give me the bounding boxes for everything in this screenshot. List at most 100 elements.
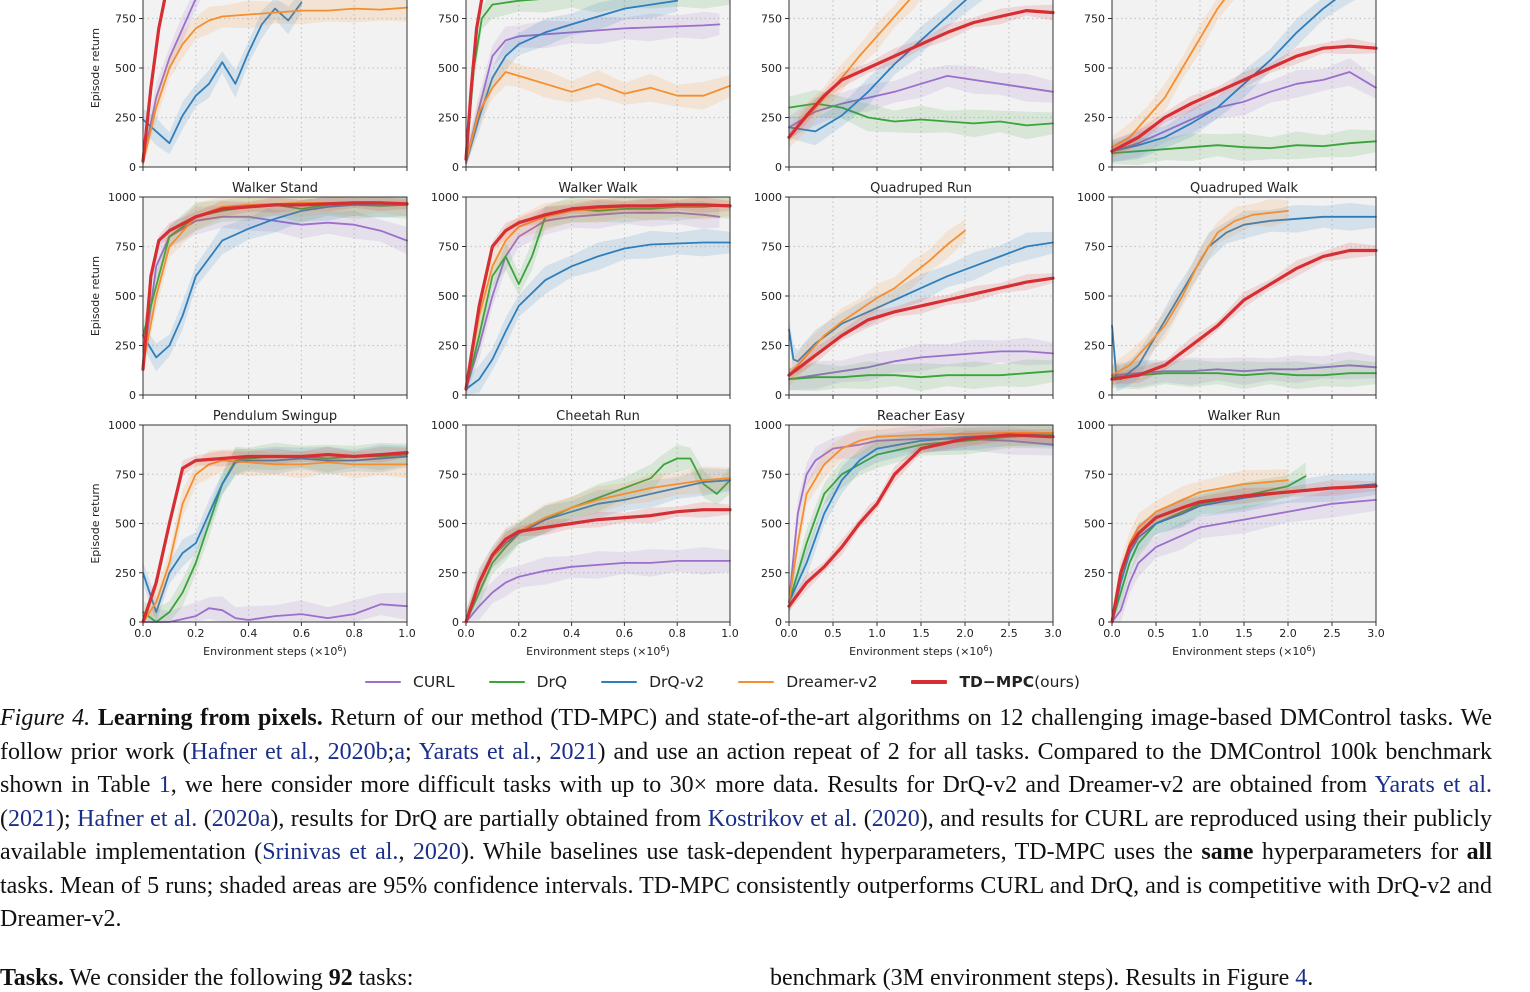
x-tick-label: 0.6 xyxy=(616,627,634,640)
x-tick-label: 2.0 xyxy=(956,627,974,640)
legend-label-drq: DrQ xyxy=(536,673,568,691)
confidence-band-drq-v2 xyxy=(466,0,678,167)
citation-link[interactable]: Yarats et al. xyxy=(1374,772,1493,798)
y-tick-label: 0 xyxy=(129,161,136,174)
x-tick-label: 0.5 xyxy=(824,627,842,640)
confidence-band-curl xyxy=(1112,351,1376,388)
legend-swatch-td-mpc xyxy=(911,680,948,684)
y-tick-label: 0 xyxy=(1098,616,1105,629)
citation-link[interactable]: 2020 xyxy=(412,839,461,865)
citation-link[interactable]: Yarats et al. xyxy=(418,738,536,765)
right-column-text: benchmark (3M environment steps). Result… xyxy=(770,965,1313,992)
citation-link[interactable]: 2021 xyxy=(8,805,56,832)
chart-title: Quadruped Walk xyxy=(1190,181,1299,196)
confidence-band-curl xyxy=(143,202,407,377)
x-tick-label: 0.8 xyxy=(345,627,363,640)
caption-emphasis: same xyxy=(1201,839,1254,865)
series-line-dreamer-v2 xyxy=(142,459,408,623)
caption-text: ); xyxy=(56,805,78,832)
plot-frame xyxy=(142,0,408,168)
figure-ref-link[interactable]: 4 xyxy=(1295,965,1308,991)
confidence-band-drq-v2 xyxy=(143,444,407,622)
confidence-band-drq xyxy=(466,197,730,395)
confidence-band-curl xyxy=(789,425,1053,614)
task-count: 92 xyxy=(328,965,353,991)
legend-label-curl: CURL xyxy=(413,673,455,691)
y-axis-label: Episode return xyxy=(89,256,102,336)
x-tick-label: 1.5 xyxy=(1235,627,1253,640)
citation-link[interactable]: Srinivas et al. xyxy=(262,839,399,865)
x-tick-label: 0.0 xyxy=(1103,627,1121,640)
caption-text: ) and use an action repeat of 2 for all … xyxy=(0,738,1493,799)
citation-link[interactable]: 2020 xyxy=(871,805,920,832)
confidence-band-dreamer-v2 xyxy=(789,219,965,387)
y-tick-label: 250 xyxy=(1084,340,1105,353)
x-axis-label: Environment steps (×106) xyxy=(849,644,993,658)
citation-link[interactable]: a xyxy=(394,738,405,765)
y-tick-label: 750 xyxy=(761,241,782,254)
confidence-band-drq-v2 xyxy=(789,425,1053,614)
confidence-band-td-mpc xyxy=(789,273,1053,381)
confidence-band-drq xyxy=(1112,359,1376,390)
series-line-td-mpc xyxy=(1110,484,1378,624)
confidence-band-drq-v2 xyxy=(1112,0,1356,163)
confidence-band-drq-v2 xyxy=(143,197,407,372)
confidence-band-curl xyxy=(1112,58,1376,163)
y-tick-label: 0 xyxy=(775,616,782,629)
y-tick-label: 750 xyxy=(115,13,136,26)
series-line-td-mpc xyxy=(787,276,1055,377)
chart-quadruped-walk: 0 250 500 750 1000 Quadruped Walk xyxy=(1077,181,1378,402)
chart-walker-stand: 0 250 500 750 1000 Walker Stand Episode return xyxy=(89,181,409,402)
series-line-drq-v2 xyxy=(1111,0,1337,153)
y-tick-label: 750 xyxy=(761,13,782,26)
citation-link[interactable]: Hafner et al. xyxy=(190,738,314,765)
plot-frame xyxy=(142,196,408,396)
y-tick-label: 500 xyxy=(761,518,782,531)
y-tick-label: 250 xyxy=(115,340,136,353)
plot-frame xyxy=(788,196,1054,396)
y-tick-label: 750 xyxy=(438,241,459,254)
caption-text: ; xyxy=(405,738,419,765)
y-tick-label: 250 xyxy=(1084,112,1105,125)
legend-item-dreamer-v2: Dreamer-v2 xyxy=(738,673,877,691)
confidence-band-curl xyxy=(466,11,720,167)
series-line-drq xyxy=(788,433,1054,604)
chart-panel-1: 0 250 500 750 Episode return xyxy=(89,0,408,174)
y-tick-label: 250 xyxy=(115,112,136,125)
citation-link[interactable]: 2020b xyxy=(327,738,388,765)
chart-pendulum-swingup: 0.0 0.2 0.4 0.6 0.8 1.0 0 250 500 750 1000 Pendulum… xyxy=(89,409,416,658)
series-line-drq xyxy=(465,0,540,163)
y-tick-label: 0 xyxy=(452,389,459,402)
legend-swatch-drq xyxy=(488,681,525,683)
y-tick-label: 1000 xyxy=(108,419,136,432)
confidence-band-drq xyxy=(789,89,1053,140)
x-tick-label: 0.0 xyxy=(780,627,798,640)
body-text: tasks: xyxy=(352,965,414,991)
series-line-drq xyxy=(788,102,1054,127)
citation-link[interactable]: 2020a xyxy=(211,805,271,832)
legend-swatch-drq-v2 xyxy=(601,681,638,683)
citation-link[interactable]: Kostrikov et al. xyxy=(707,805,858,832)
chart-title: Quadruped Run xyxy=(870,181,972,196)
plot-background xyxy=(143,0,407,167)
citation-link[interactable]: 2021 xyxy=(549,738,598,765)
series-line-curl xyxy=(465,560,731,623)
caption-emphasis: all xyxy=(1466,839,1493,865)
legend-item-drq: DrQ xyxy=(488,673,568,691)
chart-reacher-easy: 0.0 0.5 1.0 1.5 2.0 2.5 3.0 0 250 500 750 1000 Reach… xyxy=(754,409,1062,658)
table-ref-link[interactable]: 1 xyxy=(158,772,171,798)
y-tick-label: 500 xyxy=(761,62,782,75)
y-tick-label: 500 xyxy=(115,518,136,531)
caption-text: ( xyxy=(857,805,872,832)
caption-text: ; xyxy=(387,738,395,765)
confidence-band-curl xyxy=(466,547,730,622)
chart-title: Walker Run xyxy=(1207,409,1280,424)
body-text: benchmark (3M environment steps). Result… xyxy=(770,965,1296,991)
y-tick-label: 0 xyxy=(129,389,136,402)
chart-walker-walk: 0 250 500 750 1000 Walker Walk xyxy=(431,181,732,402)
series-line-dreamer-v2 xyxy=(788,229,966,377)
citation-link[interactable]: Hafner et al. xyxy=(77,805,198,832)
plot-frame xyxy=(788,424,1054,623)
confidence-band-drq-v2 xyxy=(1112,202,1376,391)
y-tick-label: 500 xyxy=(438,62,459,75)
